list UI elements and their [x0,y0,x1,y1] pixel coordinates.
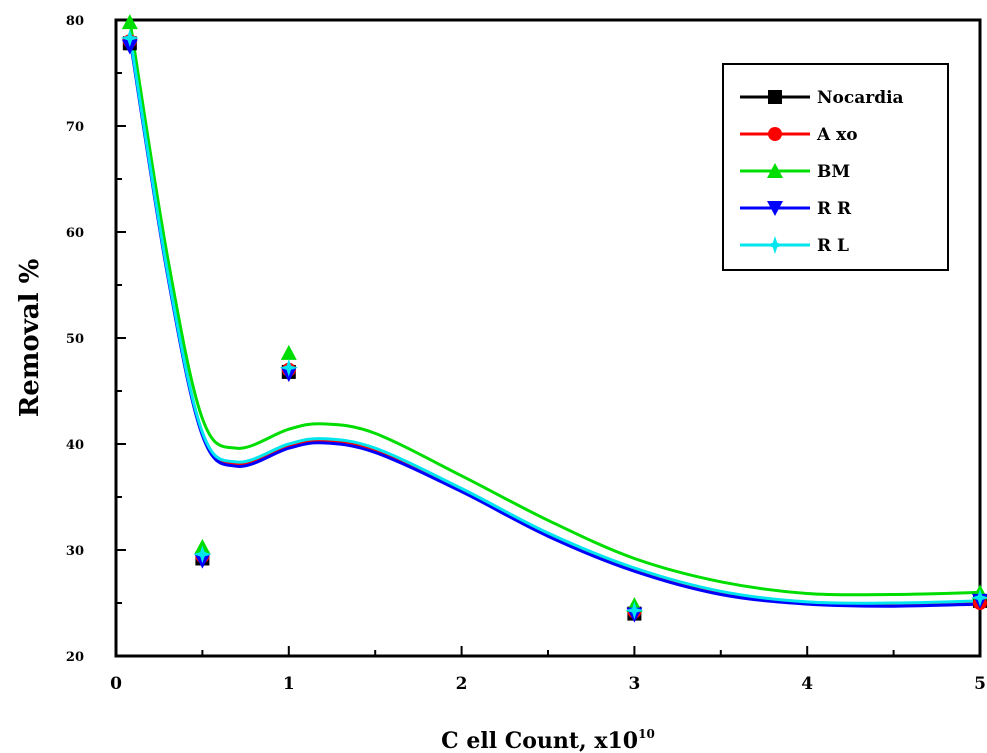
legend-label-a-xo: A xo [816,125,858,145]
legend-label-nocardia: Nocardia [817,88,904,108]
legend-box [722,63,949,271]
data-point-r-l [120,29,139,47]
y-axis: 20 30 40 50 60 70 80 [66,14,126,665]
x-tick-label: 2 [456,674,468,694]
legend-marker-r-r [767,201,783,216]
legend-label-r-l: R L [817,236,849,256]
legend-marker-a-xo [768,127,782,141]
x-tick-label: 3 [628,674,640,694]
x-axis: 0 1 2 3 4 5 [110,646,986,694]
legend-marker-bm [767,163,783,178]
y-tick-label: 60 [66,226,84,241]
series-lines [128,19,981,608]
legend-marker-r-l [766,236,784,254]
series-line-bm [128,19,981,597]
x-tick-label: 0 [110,674,122,694]
x-tick-label: 5 [974,674,986,694]
series-line-r-l [128,34,981,605]
data-point-r-r [121,39,138,55]
y-tick-label: 20 [66,650,84,665]
data-point-r-l [193,545,212,564]
data-point-r-l [279,358,298,377]
y-tick-label: 80 [66,14,84,29]
y-tick-label: 30 [66,544,84,559]
y-tick-label: 70 [66,120,84,135]
legend-marker-nocardia [768,90,782,104]
x-axis-label: C ell Count, x1010 [441,727,655,753]
x-tick-label: 4 [801,674,813,694]
data-point-r-l [625,601,644,620]
legend: Nocardia A xo BM R R R L [722,63,949,271]
series-markers [120,14,987,623]
x-axis-label-text: C ell Count, x10 [441,728,638,753]
x-axis-label-exponent: 10 [638,727,655,741]
legend-label-r-r: R R [817,199,852,219]
data-point-r-l [971,588,987,607]
data-point-bm [121,14,138,30]
y-tick-label: 50 [66,332,84,347]
legend-label-bm: BM [817,162,850,182]
data-point-bm [280,344,297,360]
x-tick-label: 1 [283,674,295,694]
y-axis-label: Removal % [15,258,45,417]
y-tick-label: 40 [66,438,84,453]
